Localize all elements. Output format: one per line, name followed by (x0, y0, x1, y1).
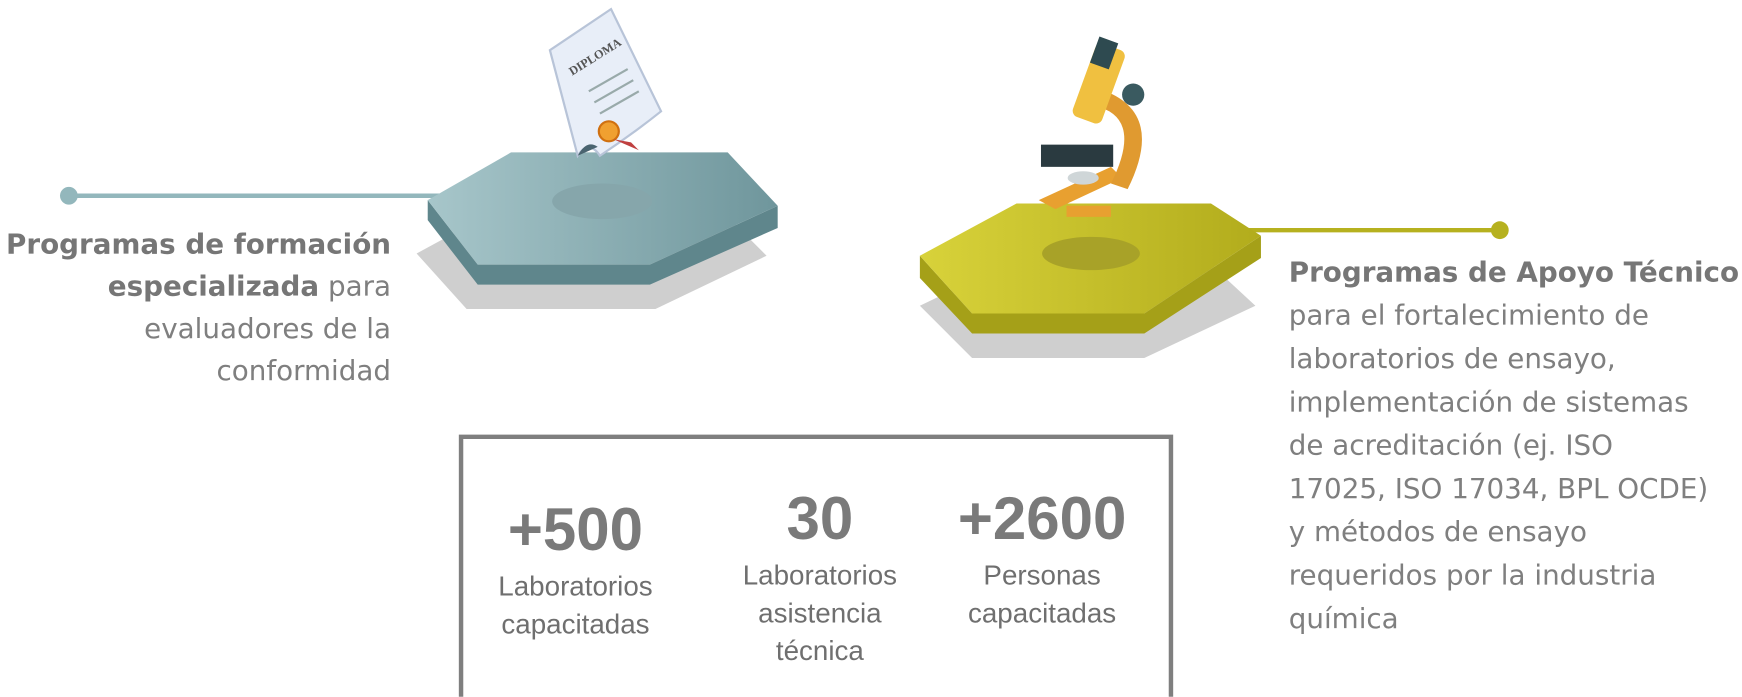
left-text: especializada para (108, 270, 391, 303)
right-body: de acreditación (ej. ISO (1289, 429, 1613, 462)
stat-label: Laboratorios (498, 571, 652, 602)
right-body: requeridos por la industria (1289, 559, 1657, 592)
stat-label: capacitadas (968, 597, 1116, 628)
stat-value: 30 (787, 485, 854, 552)
left-body: para (328, 270, 391, 303)
right-body: laboratorios de ensayo, (1289, 342, 1616, 375)
right-title: Programas de Apoyo Técnico (1289, 255, 1739, 288)
infographic: DIPLOMA Programas de formación especializ… (0, 0, 1742, 697)
stat-value: +500 (508, 496, 643, 563)
right-body: y métodos de ensayo (1289, 515, 1587, 548)
microscope-icon (1039, 36, 1145, 216)
left-title: Programas de formación (6, 228, 391, 261)
left-text: Programas de formación (6, 228, 391, 261)
right-body: para el fortalecimiento de (1289, 299, 1649, 332)
right-body: química (1289, 602, 1399, 635)
diploma-icon: DIPLOMA (550, 9, 661, 156)
stat-label: Laboratorios (743, 560, 897, 591)
connector-dot (60, 187, 78, 205)
page: DIPLOMA Programas de formación especializ… (0, 0, 1742, 697)
platform-spot (1042, 237, 1140, 270)
stat-label: técnica (776, 635, 865, 666)
right-body: 17025, ISO 17034, BPL OCDE) (1289, 472, 1709, 505)
right-body: implementación de sistemas (1289, 385, 1689, 418)
left-body: evaluadores de la (144, 312, 391, 345)
stat-label: capacitadas (501, 608, 649, 639)
platform-spot (552, 184, 652, 220)
stat-value: +2600 (958, 485, 1126, 552)
left-body: conformidad (216, 354, 391, 387)
stat-label: Personas (983, 560, 1100, 591)
connector-dot (1491, 221, 1509, 239)
stat-label: asistencia (758, 597, 882, 628)
left-title: especializada (108, 270, 319, 303)
